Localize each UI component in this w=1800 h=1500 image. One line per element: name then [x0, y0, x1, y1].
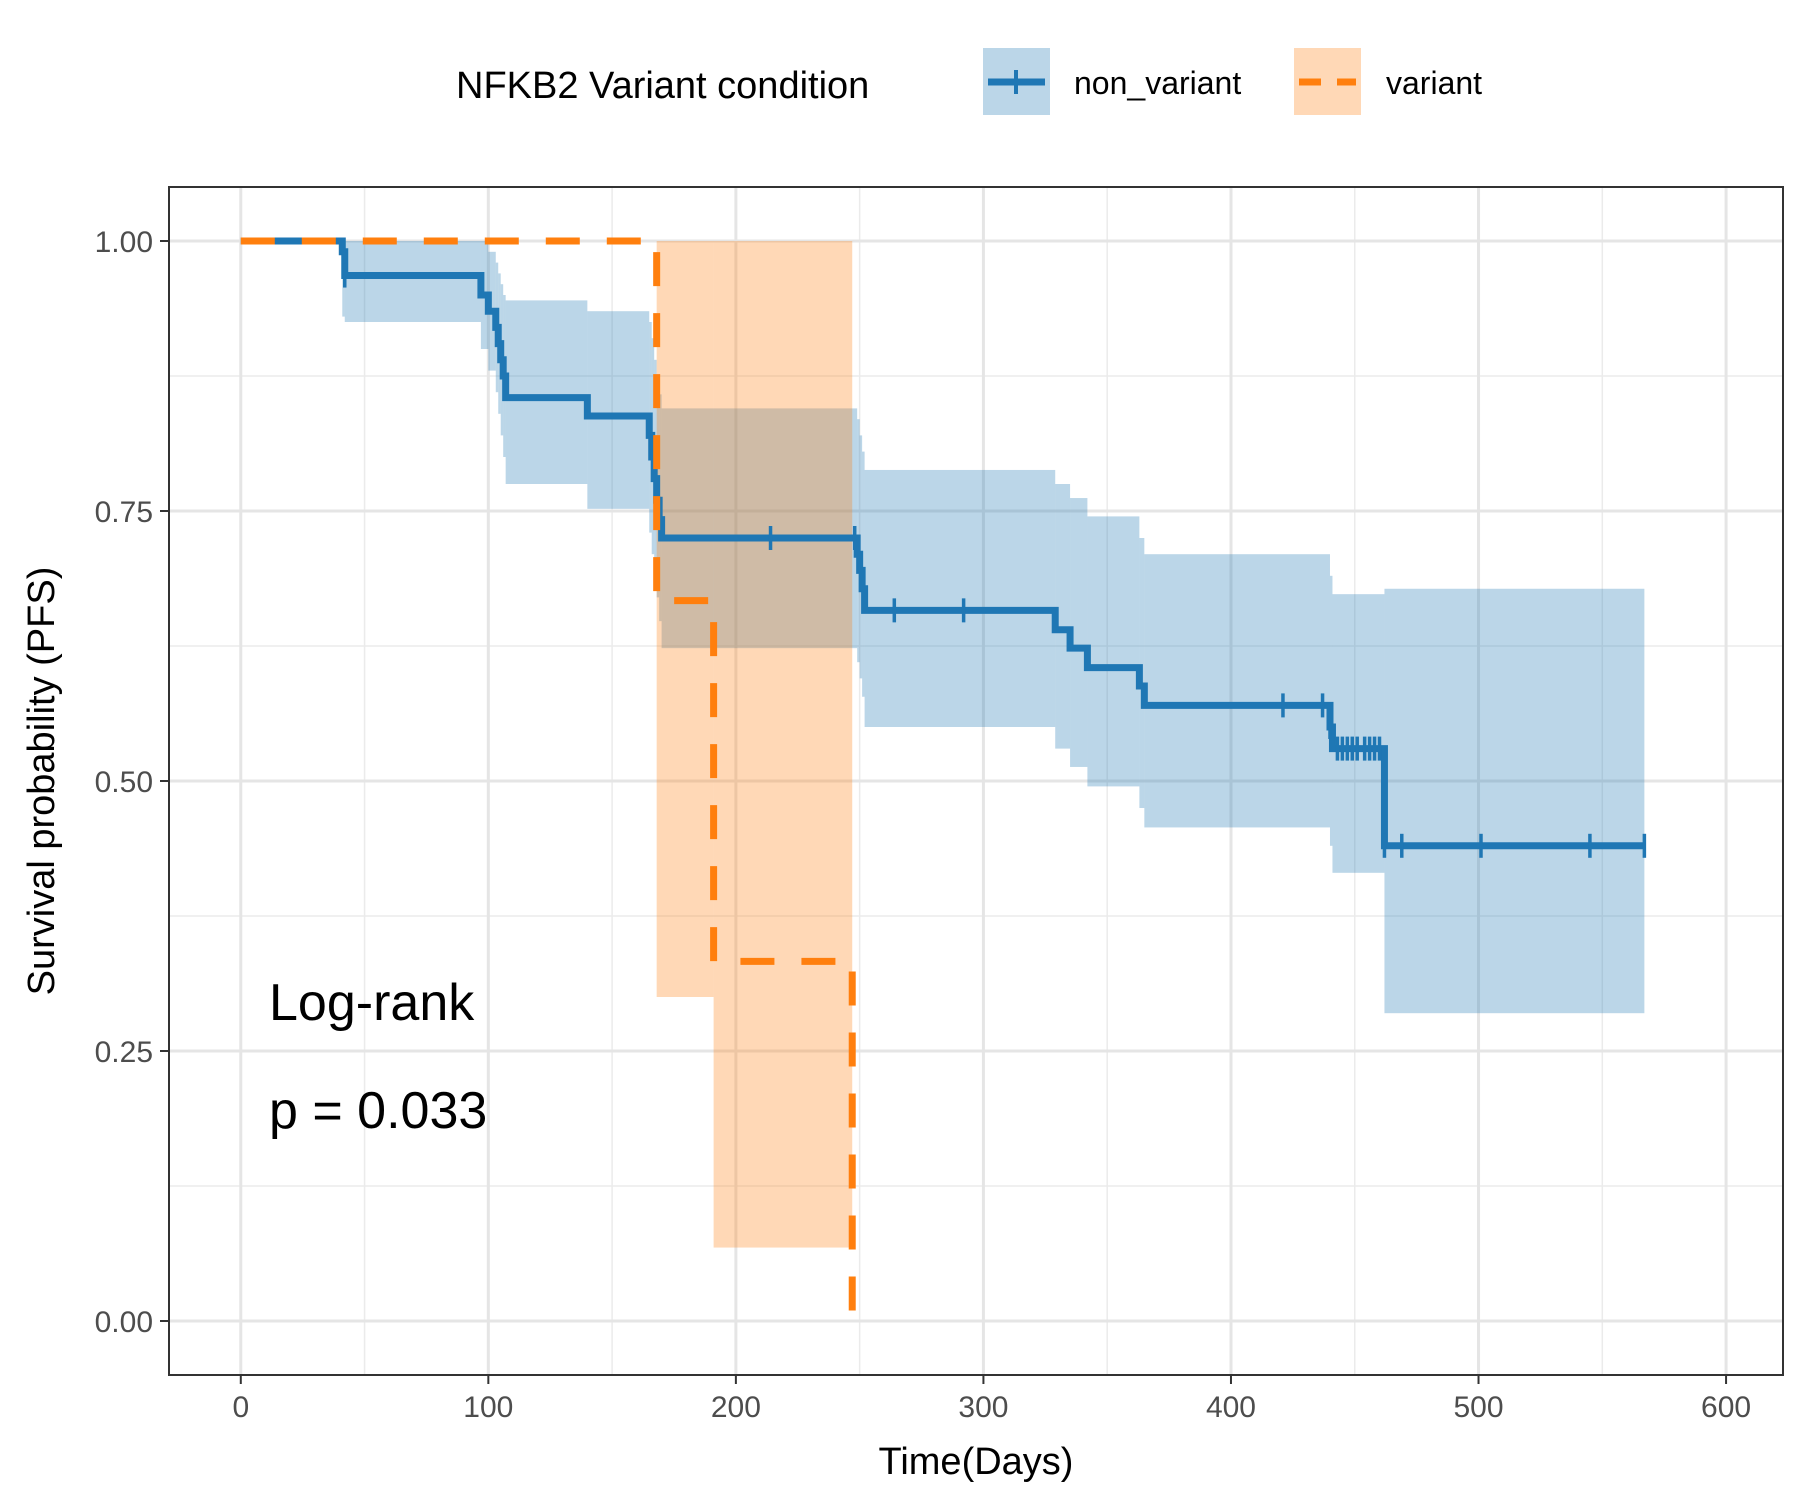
ci-band-non-variant: [1087, 516, 1140, 787]
censor-marks: [343, 263, 1647, 858]
y-tick-label: 0.75: [95, 496, 153, 529]
y-tick-label: 0.50: [95, 766, 153, 799]
ci-band-non-variant: [1384, 588, 1645, 1014]
y-axis-title: Survival probability (PFS): [21, 567, 63, 996]
ci-band-non-variant: [344, 241, 481, 322]
x-tick-label: 500: [1453, 1391, 1503, 1424]
ci-band-non-variant: [587, 311, 650, 509]
ci-band-variant: [656, 241, 714, 997]
ci-band-variant: [713, 241, 853, 1248]
legend-title: NFKB2 Variant condition: [456, 65, 869, 107]
x-tick-label: 300: [958, 1391, 1008, 1424]
grid: [169, 187, 1783, 1375]
x-tick-label: 400: [1206, 1391, 1256, 1424]
ci-band-non-variant: [661, 408, 858, 649]
x-tick-label: 600: [1701, 1391, 1751, 1424]
legend: NFKB2 Variant condition non_variant vari…: [456, 48, 1482, 115]
legend-label-variant: variant: [1386, 65, 1482, 101]
x-tick-label: 0: [232, 1391, 249, 1424]
x-axis-title: Time(Days): [879, 1441, 1074, 1483]
x-tick-label: 100: [463, 1391, 513, 1424]
log-rank-label: Log-rank: [269, 974, 475, 1032]
log-rank-annotation: Log-rank p = 0.033: [269, 974, 487, 1140]
ci-band-non-variant: [1070, 498, 1088, 767]
y-tick-label: 0.00: [95, 1306, 153, 1339]
ci-band-non-variant: [864, 469, 1056, 727]
ci-band-non-variant: [1332, 594, 1385, 873]
y-tick-label: 1.00: [95, 226, 153, 259]
legend-label-non-variant: non_variant: [1074, 65, 1241, 101]
axes: 0 100 200 300 400 500 600 0.00 0.25 0.50 0.75 1.00: [95, 226, 1751, 1424]
y-tick-label: 0.25: [95, 1036, 153, 1069]
ci-band-non-variant: [1144, 554, 1330, 828]
x-tick-label: 200: [711, 1391, 761, 1424]
ci-band-non-variant: [505, 300, 588, 484]
ci-band-non-variant: [1055, 484, 1071, 749]
survival-curves: [240, 237, 1645, 1321]
p-value-label: p = 0.033: [269, 1082, 487, 1140]
